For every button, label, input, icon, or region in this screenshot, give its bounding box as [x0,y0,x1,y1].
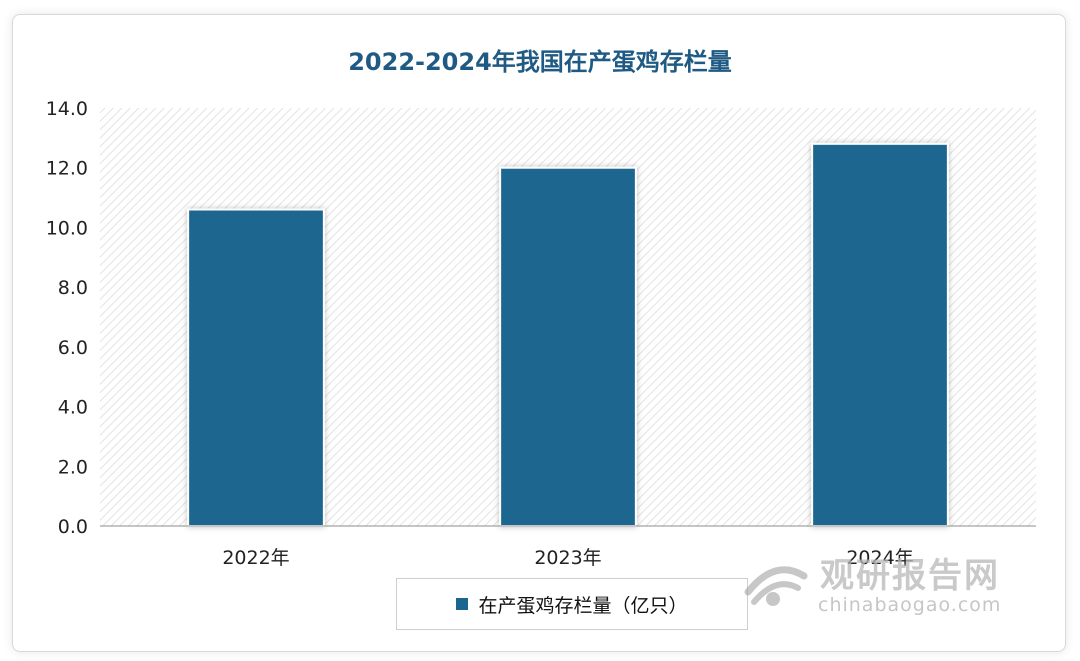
y-tick-label: 12.0 [46,158,88,180]
y-tick-label: 8.0 [58,277,88,299]
y-tick-label: 2.0 [58,456,88,478]
x-tick-label: 2024年 [846,547,913,569]
y-tick-label: 6.0 [58,337,88,359]
bar-2024年 [811,142,949,527]
x-tick-label: 2023年 [534,547,601,569]
y-tick-label: 10.0 [46,217,88,239]
y-axis: 0.0 2.0 4.0 6.0 8.0 10.0 12.0 14.0 [46,98,88,538]
legend: 在产蛋鸡存栏量（亿只） [396,578,748,630]
bar-2023年 [499,166,637,527]
y-tick-label: 14.0 [46,98,88,120]
chart-title: 2022-2024年我国在产蛋鸡存栏量 [348,48,732,76]
legend-swatch [456,598,469,610]
bar-2022年 [187,208,325,527]
y-tick-label: 0.0 [58,516,88,538]
bars [187,142,949,527]
x-axis: 2022年 2023年 2024年 [222,547,913,569]
legend-label: 在产蛋鸡存栏量（亿只） [478,594,688,617]
y-tick-label: 4.0 [58,397,88,419]
x-tick-label: 2022年 [222,547,289,569]
